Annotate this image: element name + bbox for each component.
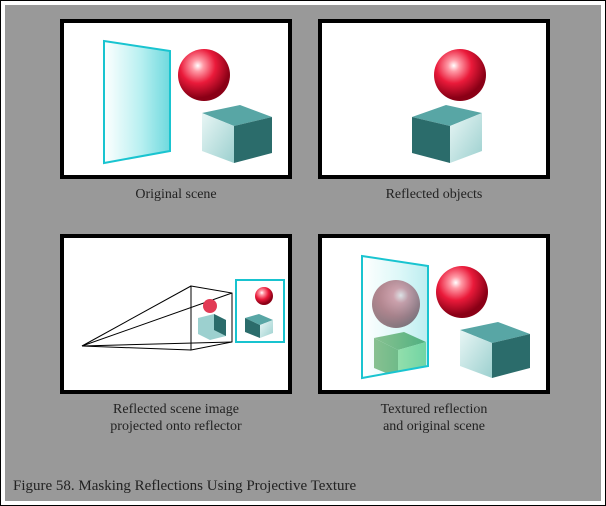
row-spacer bbox=[60, 204, 550, 234]
figure-caption-text: Masking Reflections Using Projective Tex… bbox=[78, 478, 356, 494]
panel-4-svg bbox=[322, 238, 554, 398]
panel-cell-2: Reflected objects bbox=[318, 19, 550, 204]
panel-projection bbox=[60, 234, 292, 394]
figure-58: Original scene bbox=[5, 5, 601, 501]
mirror-plane bbox=[104, 41, 170, 163]
panel-cell-4: Textured reflection and original scene bbox=[318, 234, 550, 436]
cube bbox=[202, 105, 272, 163]
sphere bbox=[178, 49, 230, 101]
panel-3-svg bbox=[64, 238, 296, 398]
panel-2-caption: Reflected objects bbox=[386, 187, 483, 204]
panel-original-scene bbox=[60, 19, 292, 179]
panel-cell-1: Original scene bbox=[60, 19, 292, 204]
grid-row-2: Reflected scene image projected onto ref… bbox=[60, 234, 550, 436]
panel-1-svg bbox=[64, 23, 296, 183]
near-rect-contents bbox=[198, 299, 226, 340]
panel-1-caption: Original scene bbox=[135, 187, 216, 204]
mirror-plane bbox=[362, 256, 428, 378]
panel-3-caption: Reflected scene image projected onto ref… bbox=[110, 402, 241, 436]
panel-grid: Original scene bbox=[60, 19, 550, 435]
panel-2-svg bbox=[322, 23, 554, 183]
figure-caption: Figure 58. Masking Reflections Using Pro… bbox=[13, 478, 356, 495]
figure-number: Figure 58. bbox=[13, 478, 75, 494]
panel-4-caption: Textured reflection and original scene bbox=[381, 402, 488, 436]
cube-mirrored bbox=[412, 105, 482, 163]
sphere bbox=[436, 266, 488, 318]
sphere bbox=[434, 49, 486, 101]
panel-result bbox=[318, 234, 550, 394]
panel-reflected-objects bbox=[318, 19, 550, 179]
panel-cell-3: Reflected scene image projected onto ref… bbox=[60, 234, 292, 436]
grid-row-1: Original scene bbox=[60, 19, 550, 204]
cube bbox=[460, 322, 530, 378]
